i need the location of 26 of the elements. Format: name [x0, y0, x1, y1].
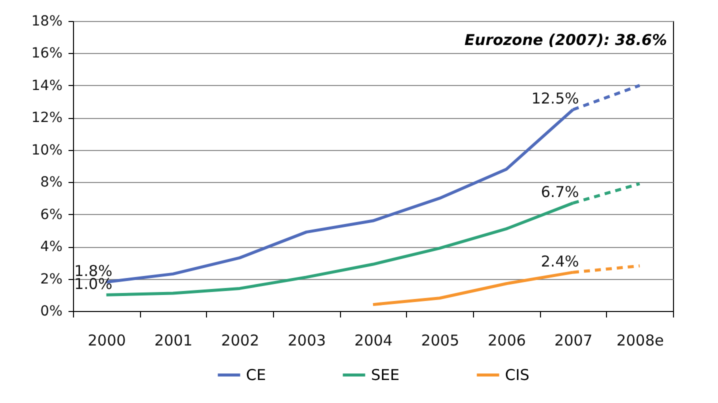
- x-tick-label: 2000: [88, 332, 126, 350]
- y-tick-label: 2%: [40, 271, 62, 288]
- y-tick-label: 10%: [31, 142, 62, 158]
- data-label: 12.5%: [531, 90, 579, 108]
- y-tick-label: 6%: [40, 206, 62, 223]
- x-tick-label: 2001: [154, 332, 193, 350]
- x-tick-label: 2006: [488, 332, 526, 350]
- y-tick-label: 16%: [31, 46, 62, 62]
- x-tick-label: 2003: [288, 332, 326, 350]
- x-tick-label: 2004: [354, 332, 393, 350]
- data-label: 2.4%: [540, 252, 579, 270]
- x-tick-label: 2008e: [616, 332, 664, 350]
- y-tick-label: 18%: [31, 14, 62, 30]
- legend-label: CE: [246, 366, 266, 384]
- data-label: 6.7%: [540, 183, 579, 202]
- legend-label: CIS: [505, 366, 530, 384]
- y-tick-label: 14%: [31, 78, 62, 94]
- x-tick-label: 2005: [421, 332, 460, 350]
- x-tick-label: 2007: [554, 332, 593, 350]
- annotation: Eurozone (2007): 38.6%: [464, 31, 667, 49]
- y-tick-label: 8%: [40, 174, 62, 191]
- x-tick-label: 2002: [221, 332, 260, 350]
- legend-label: SEE: [371, 366, 400, 384]
- y-tick-label: 4%: [40, 239, 62, 256]
- y-tick-label: 12%: [31, 110, 62, 126]
- y-tick-label: 0%: [40, 304, 62, 320]
